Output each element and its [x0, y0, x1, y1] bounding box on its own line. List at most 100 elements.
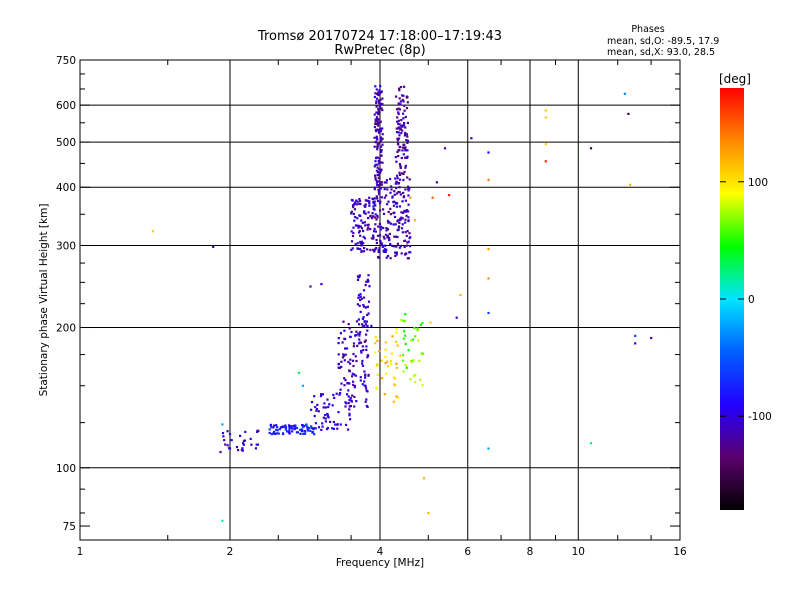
- data-point: [364, 387, 368, 390]
- data-point: [295, 426, 299, 430]
- data-point: [308, 427, 311, 430]
- data-point: [284, 425, 287, 429]
- data-point: [357, 318, 360, 321]
- data-point: [390, 362, 393, 366]
- phases-heading: Phases: [631, 24, 664, 35]
- data-point: [395, 131, 399, 134]
- data-point: [366, 280, 370, 283]
- data-point: [375, 116, 379, 119]
- data-point: [365, 348, 368, 351]
- data-point: [356, 200, 359, 203]
- data-point: [347, 389, 350, 392]
- data-point: [379, 234, 382, 237]
- data-point: [380, 243, 384, 246]
- data-point: [367, 373, 370, 376]
- data-point: [301, 428, 304, 431]
- data-point: [394, 235, 397, 238]
- data-point: [342, 354, 345, 357]
- data-point: [369, 248, 372, 252]
- data-point: [405, 366, 408, 369]
- data-point: [349, 335, 352, 339]
- data-point: [407, 216, 410, 219]
- data-point: [334, 423, 337, 426]
- data-point: [363, 384, 366, 387]
- data-point: [365, 398, 368, 401]
- data-point: [241, 447, 244, 450]
- data-point: [375, 100, 378, 103]
- data-point: [223, 439, 226, 442]
- data-point: [394, 156, 397, 159]
- data-point: [282, 432, 285, 436]
- data-point: [400, 156, 403, 160]
- data-point: [396, 142, 400, 145]
- data-point: [406, 241, 409, 244]
- data-point: [373, 216, 377, 219]
- data-point: [379, 137, 383, 140]
- data-point: [369, 228, 372, 231]
- data-point: [402, 94, 405, 97]
- data-point: [325, 428, 329, 431]
- data-point: [256, 430, 259, 433]
- data-point: [361, 317, 364, 320]
- data-point: [419, 323, 422, 327]
- data-point: [387, 200, 390, 203]
- data-point: [326, 414, 329, 417]
- data-point: [487, 447, 490, 450]
- data-point: [376, 363, 379, 366]
- data-point: [221, 423, 224, 426]
- data-point: [352, 352, 355, 356]
- data-points: [151, 85, 653, 522]
- data-point: [395, 180, 398, 183]
- data-point: [268, 431, 271, 435]
- data-point: [402, 172, 405, 176]
- data-point: [421, 322, 424, 325]
- data-point: [299, 428, 302, 431]
- data-point: [401, 125, 404, 128]
- data-point: [388, 232, 391, 235]
- data-point: [274, 432, 277, 435]
- data-point: [366, 228, 369, 231]
- data-point: [321, 425, 324, 428]
- data-point: [379, 139, 383, 142]
- data-point: [340, 382, 343, 385]
- data-point: [355, 400, 358, 403]
- data-point: [366, 199, 369, 202]
- data-point: [407, 185, 410, 188]
- data-point: [227, 447, 231, 450]
- data-point: [390, 188, 393, 191]
- data-point: [396, 116, 399, 119]
- data-point: [374, 230, 377, 233]
- data-point: [389, 222, 392, 225]
- data-point: [375, 157, 378, 160]
- data-point: [350, 230, 353, 233]
- data-point: [278, 428, 281, 431]
- data-point: [378, 222, 381, 226]
- data-point: [362, 316, 365, 319]
- data-point: [361, 364, 364, 367]
- data-point: [354, 374, 357, 377]
- data-point: [249, 437, 252, 440]
- data-point: [394, 177, 397, 180]
- data-point: [389, 191, 392, 194]
- data-point: [352, 383, 355, 386]
- data-point: [384, 250, 387, 253]
- data-point: [376, 142, 379, 146]
- data-point: [385, 372, 388, 375]
- data-point: [361, 323, 364, 326]
- data-point: [328, 403, 331, 406]
- data-point: [360, 349, 363, 353]
- data-point: [393, 193, 396, 196]
- data-point: [367, 300, 371, 303]
- data-point: [358, 323, 361, 326]
- data-point: [294, 424, 297, 427]
- data-point: [304, 432, 307, 435]
- data-point: [219, 451, 222, 454]
- data-point: [404, 199, 407, 202]
- data-point: [397, 226, 400, 229]
- data-point: [347, 428, 350, 431]
- data-point: [398, 163, 402, 166]
- data-point: [375, 241, 378, 245]
- data-point: [367, 226, 370, 229]
- data-point: [359, 293, 362, 296]
